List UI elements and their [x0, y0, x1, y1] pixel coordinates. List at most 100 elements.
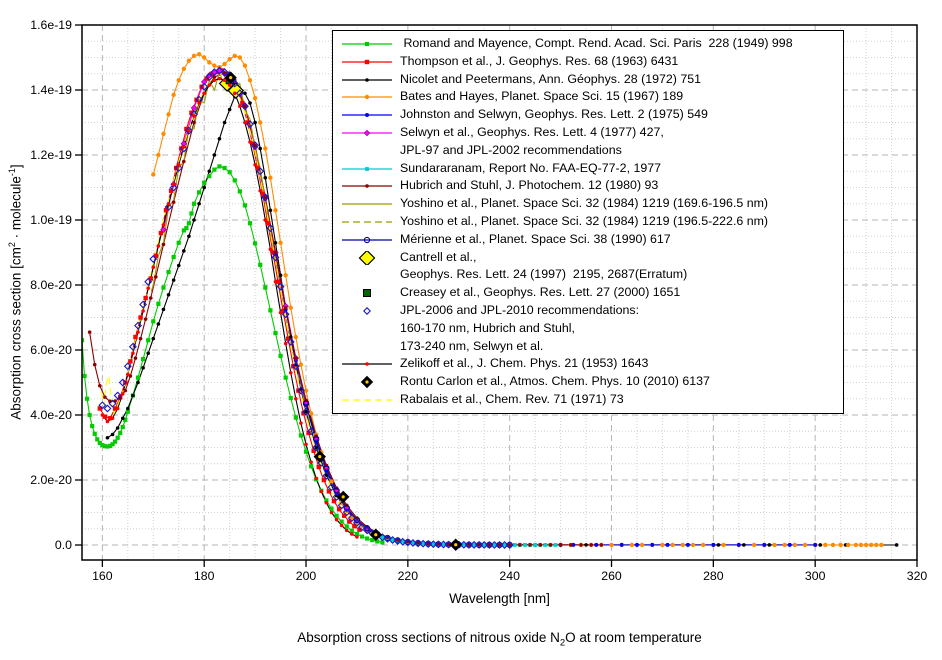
y-tick-label: 0.0 — [55, 538, 72, 552]
legend-label-johnston: Johnston and Selwyn, Geophys. Res. Lett.… — [400, 106, 841, 124]
legend-label-merienne: Mérienne et al., Planet. Space Sci. 38 (… — [400, 231, 841, 249]
series-points-zelikoff — [100, 76, 359, 539]
legend-marker-rontu — [360, 375, 374, 389]
legend-label-thompson: Thompson et al., J. Geophys. Res. 68 (19… — [400, 53, 841, 71]
legend-label-rabalais: Rabalais et al., Chem. Rev. 71 (1971) 73 — [400, 391, 841, 409]
x-tick-label: 180 — [194, 569, 215, 583]
legend-entry-selwyn: Selwyn et al., Geophys. Res. Lett. 4 (19… — [339, 124, 841, 160]
legend-marker-zelikoff — [342, 362, 392, 367]
x-tick-label: 200 — [296, 569, 317, 583]
legend-entry-hubrich: Hubrich and Stuhl, J. Photochem. 12 (198… — [339, 177, 841, 195]
series-points-rontu — [224, 71, 462, 551]
legend-label-creasey: Creasey et al., Geophys. Res. Lett. 27 (… — [400, 284, 841, 302]
y-tick-label: 1.6e-19 — [30, 18, 72, 32]
legend-entry-yoshino-dashed: Yoshino et al., Planet. Space Sci. 32 (1… — [339, 213, 841, 231]
legend-entry-romand: Romand and Mayence, Compt. Rend. Acad. S… — [339, 35, 841, 53]
legend-entry-rontu: Rontu Carlon et al., Atmos. Chem. Phys. … — [339, 373, 841, 391]
legend-marker-creasey — [363, 289, 371, 298]
legend-label-romand: Romand and Mayence, Compt. Rend. Acad. S… — [400, 35, 841, 53]
figure-caption: Absorption cross sections of nitrous oxi… — [297, 630, 702, 649]
legend-label-line: Hubrich and Stuhl, J. Photochem. 12 (198… — [400, 178, 659, 193]
x-tick-label: 280 — [703, 569, 724, 583]
legend-label-line: Rabalais et al., Chem. Rev. 71 (1971) 73 — [400, 391, 624, 406]
legend-label-hubrich: Hubrich and Stuhl, J. Photochem. 12 (198… — [400, 177, 841, 195]
legend-marker-jpl — [363, 306, 371, 315]
legend-label-line: JPL-2006 and JPL-2010 recommendations: — [400, 302, 640, 317]
legend-entry-cantrell: Cantrell et al., Geophys. Res. Lett. 24 (… — [339, 249, 841, 285]
series-points-jpl — [98, 66, 514, 549]
legend-entry-thompson: Thompson et al., J. Geophys. Res. 68 (19… — [339, 53, 841, 71]
legend-marker-cantrell — [358, 250, 376, 265]
legend-label-line: 160-170 nm, Hubrich and Stuhl, — [400, 320, 575, 335]
legend-label-line: 173-240 nm, Selwyn et al. — [400, 338, 544, 353]
y-tick-label: 8.0e-20 — [30, 278, 72, 292]
legend-label-line: Thompson et al., J. Geophys. Res. 68 (19… — [400, 53, 679, 68]
legend-label-line: Creasey et al., Geophys. Res. Lett. 27 (… — [400, 285, 681, 300]
y-tick-label: 4.0e-20 — [30, 408, 72, 422]
legend-label-line: Yoshino et al., Planet. Space Sci. 32 (1… — [400, 213, 769, 228]
legend-label-line: Nicolet and Peetermans, Ann. Géophys. 28… — [400, 71, 702, 86]
legend-marker-thompson — [342, 59, 392, 64]
legend-entry-rabalais: Rabalais et al., Chem. Rev. 71 (1971) 73 — [339, 391, 841, 409]
x-tick-label: 300 — [805, 569, 826, 583]
legend-label-line: Sundararanam, Report No. FAA-EQ-77-2, 19… — [400, 160, 662, 175]
y-axis-title: Absorption cross section [cm2 · molecule… — [6, 164, 24, 420]
legend-label-yoshino-dashed: Yoshino et al., Planet. Space Sci. 32 (1… — [400, 213, 841, 231]
x-tick-label: 240 — [499, 569, 520, 583]
legend-marker-merienne — [342, 236, 392, 243]
legend-label-line: Bates and Hayes, Planet. Space Sci. 15 (… — [400, 89, 684, 104]
legend-entry-johnston: Johnston and Selwyn, Geophys. Res. Lett.… — [339, 106, 841, 124]
legend-label-line: Geophys. Res. Lett. 24 (1997) 2195, 2687… — [400, 267, 688, 282]
legend-entry-yoshino-solid: Yoshino et al., Planet. Space Sci. 32 (1… — [339, 195, 841, 213]
legend-marker-hubrich — [342, 184, 392, 189]
legend-marker-bates — [342, 95, 392, 100]
legend-label-line: Johnston and Selwyn, Geophys. Res. Lett.… — [400, 107, 708, 122]
x-tick-label: 220 — [398, 569, 419, 583]
legend-label-line: Rontu Carlon et al., Atmos. Chem. Phys. … — [400, 374, 710, 389]
legend-label-yoshino-solid: Yoshino et al., Planet. Space Sci. 32 (1… — [400, 195, 841, 213]
legend-entry-merienne: Mérienne et al., Planet. Space Sci. 38 (… — [339, 231, 841, 249]
legend-entry-creasey: Creasey et al., Geophys. Res. Lett. 27 (… — [339, 284, 841, 302]
legend-entry-zelikoff: Zelikoff et al., J. Chem. Phys. 21 (1953… — [339, 355, 841, 373]
legend-label-jpl: JPL-2006 and JPL-2010 recommendations: 16… — [400, 302, 841, 355]
legend-label-line: Mérienne et al., Planet. Space Sci. 38 (… — [400, 231, 671, 246]
legend-entry-nicolet: Nicolet and Peetermans, Ann. Géophys. 28… — [339, 71, 841, 89]
legend-label-selwyn: Selwyn et al., Geophys. Res. Lett. 4 (19… — [400, 124, 841, 160]
legend-marker-selwyn — [342, 129, 392, 137]
series-points-thompson — [97, 68, 362, 532]
legend-marker-yoshino-solid — [342, 203, 392, 205]
legend-entry-sundararanam: Sundararanam, Report No. FAA-EQ-77-2, 19… — [339, 160, 841, 178]
legend-entry-jpl: JPL-2006 and JPL-2010 recommendations: 16… — [339, 302, 841, 355]
y-tick-label: 6.0e-20 — [30, 343, 72, 357]
legend-label-sundararanam: Sundararanam, Report No. FAA-EQ-77-2, 19… — [400, 160, 841, 178]
legend-marker-sundararanam — [342, 166, 392, 171]
legend-marker-johnston — [342, 113, 392, 118]
legend-label-line: JPL-97 and JPL-2002 recommendations — [400, 142, 622, 157]
series-markers — [82, 52, 899, 551]
legend-marker-romand — [342, 41, 392, 47]
plot-frame — [81, 24, 918, 561]
y-tick-label: 2.0e-20 — [30, 473, 72, 487]
legend-label-line: Cantrell et al., — [400, 249, 477, 264]
legend: Romand and Mayence, Compt. Rend. Acad. S… — [332, 30, 844, 414]
x-tick-label: 260 — [601, 569, 622, 583]
legend-label-line: Romand and Mayence, Compt. Rend. Acad. S… — [400, 36, 793, 50]
y-tick-label: 1.4e-19 — [30, 83, 72, 97]
x-axis-title: Wavelength [nm] — [449, 591, 550, 606]
legend-label-line: Selwyn et al., Geophys. Res. Lett. 4 (19… — [400, 124, 664, 139]
legend-entry-bates: Bates and Hayes, Planet. Space Sci. 15 (… — [339, 88, 841, 106]
legend-label-bates: Bates and Hayes, Planet. Space Sci. 15 (… — [400, 88, 841, 106]
legend-label-line: Zelikoff et al., J. Chem. Phys. 21 (1953… — [400, 356, 649, 371]
legend-marker-nicolet — [342, 77, 392, 82]
x-tick-label: 160 — [92, 569, 113, 583]
legend-label-rontu: Rontu Carlon et al., Atmos. Chem. Phys. … — [400, 373, 841, 391]
y-tick-label: 1.0e-19 — [30, 213, 72, 227]
legend-label-cantrell: Cantrell et al., Geophys. Res. Lett. 24 (… — [400, 249, 841, 285]
legend-marker-rabalais — [342, 399, 392, 401]
legend-label-zelikoff: Zelikoff et al., J. Chem. Phys. 21 (1953… — [400, 355, 841, 373]
x-tick-label: 320 — [907, 569, 928, 583]
y-tick-label: 1.2e-19 — [30, 148, 72, 162]
legend-marker-yoshino-dashed — [342, 221, 392, 223]
legend-label-line: Yoshino et al., Planet. Space Sci. 32 (1… — [400, 196, 769, 211]
